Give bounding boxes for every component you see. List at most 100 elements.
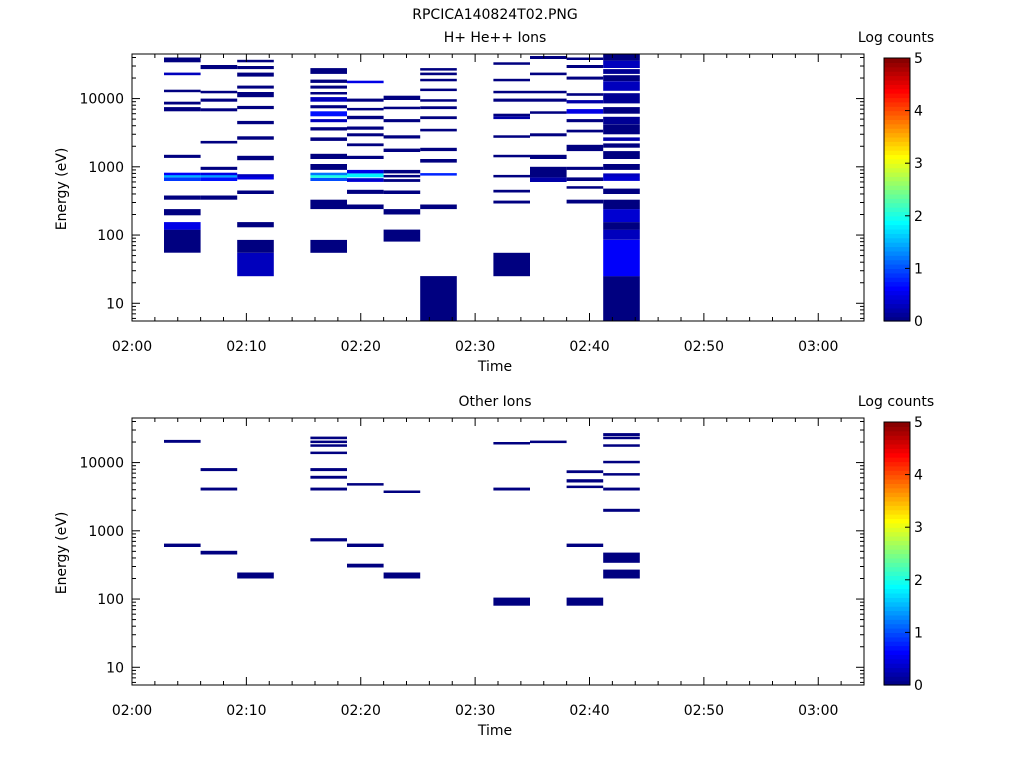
colorbar-swatch [884, 66, 910, 72]
heatmap-cell [347, 169, 384, 174]
heatmap-cell [530, 166, 567, 178]
colorbar-swatch [884, 483, 910, 489]
y-tick-label: 10000 [79, 92, 124, 108]
heatmap-cell [603, 124, 640, 135]
heatmap-cell [347, 98, 384, 102]
colorbar-swatch [884, 522, 910, 528]
heatmap-cell [310, 436, 347, 440]
heatmap-cell [566, 543, 604, 547]
heatmap-cell [603, 276, 640, 321]
colorbar-swatch [884, 141, 910, 147]
colorbar: 0 1 2 3 4 5 [883, 415, 923, 694]
heatmap-cell [310, 444, 347, 447]
heatmap-cells [164, 433, 640, 606]
heatmap-cell [530, 154, 567, 159]
x-tick-label: 02:00 [112, 339, 152, 355]
colorbar-swatch [884, 242, 910, 248]
panel-h-he-ions: H+ He++ Ions Log counts Time Energy (eV)… [54, 30, 934, 375]
heatmap-cell [566, 144, 604, 152]
heatmap-cell [164, 543, 201, 547]
colorbar-swatch [884, 119, 910, 125]
heatmap-cell [200, 98, 238, 102]
colorbar-tick-label: 5 [914, 415, 923, 431]
heatmap-cell [603, 473, 640, 476]
heatmap-cell [493, 62, 530, 65]
heatmap-cell [200, 195, 238, 200]
colorbar-swatch [884, 237, 910, 243]
colorbar-swatch [884, 246, 910, 252]
colorbar-swatch [884, 597, 910, 603]
heatmap-cell [603, 222, 640, 230]
colorbar-swatch [884, 132, 910, 138]
colorbar-swatch [884, 654, 910, 660]
heatmap-cell [200, 172, 238, 176]
colorbar-swatch [884, 667, 910, 673]
heatmap-cell [493, 116, 530, 120]
colorbar-frame [883, 57, 911, 322]
heatmap-cell [603, 508, 640, 512]
heatmap-cell [383, 135, 421, 139]
heatmap-cell [164, 229, 201, 253]
heatmap-cell [603, 116, 640, 125]
x-tick-label: 02:30 [455, 703, 495, 719]
heatmap-cell [383, 106, 421, 110]
heatmap-cell [310, 468, 347, 472]
colorbar-swatch [884, 259, 910, 265]
heatmap-cell [237, 222, 274, 228]
heatmap-cell [493, 154, 530, 158]
heatmap-cell [237, 190, 274, 194]
heatmap-cell [566, 57, 604, 60]
heatmap-cell [603, 239, 640, 277]
heatmap-cell [310, 85, 347, 89]
heatmap-cell [310, 239, 347, 253]
heatmap-cell [164, 222, 201, 230]
heatmap-cell [164, 89, 201, 93]
colorbar-swatch [884, 461, 910, 467]
panel-title: Other Ions [458, 394, 531, 410]
heatmap-cell [530, 111, 567, 114]
heatmap-cell [420, 106, 457, 110]
colorbar-swatch [884, 303, 910, 309]
colorbar-tick-label: 2 [914, 573, 923, 589]
x-axis-label: Time [477, 359, 512, 375]
heatmap-cell [237, 239, 274, 253]
colorbar-swatch [884, 422, 910, 427]
heatmap-cell [200, 550, 238, 555]
heatmap-cell [237, 176, 274, 180]
x-axis-label: Time [477, 723, 512, 739]
colorbar-swatch [884, 154, 910, 160]
colorbar-swatch [884, 198, 910, 204]
heatmap-cell [310, 137, 347, 141]
heatmap-cell [347, 126, 384, 130]
heatmap-cell [310, 111, 347, 117]
heatmap-cell [603, 69, 640, 74]
colorbar-swatch [884, 553, 910, 559]
colorbar-swatch [884, 619, 910, 625]
heatmap-cell [493, 487, 530, 491]
colorbar-swatch [884, 84, 910, 90]
y-tick-label: 10 [106, 660, 124, 676]
heatmap-cell [566, 129, 604, 133]
colorbar-swatch [884, 62, 910, 68]
heatmap-cell [164, 177, 201, 181]
panel-other-ions: Other Ions Log counts Time Energy (eV) 0… [54, 394, 934, 739]
heatmap-cell [420, 116, 457, 120]
heatmap-cell [603, 433, 640, 436]
colorbar-swatch [884, 88, 910, 94]
x-tick-label: 03:00 [798, 339, 838, 355]
colorbar-swatch [884, 531, 910, 537]
colorbar-label: Log counts [858, 30, 934, 46]
heatmap-cell [566, 186, 604, 189]
heatmap-cell [164, 172, 201, 176]
x-tick-label: 02:30 [455, 339, 495, 355]
colorbar-swatch [884, 290, 910, 296]
colorbar-swatch [884, 557, 910, 563]
colorbar-swatch [884, 518, 910, 524]
colorbar-swatch [884, 150, 910, 156]
heatmap-cell [420, 72, 457, 76]
x-tick-label: 02:00 [112, 703, 152, 719]
heatmap-cell [420, 68, 457, 71]
heatmap-cell [310, 538, 347, 542]
colorbar-swatch [884, 544, 910, 550]
heatmap-cell [237, 155, 274, 161]
